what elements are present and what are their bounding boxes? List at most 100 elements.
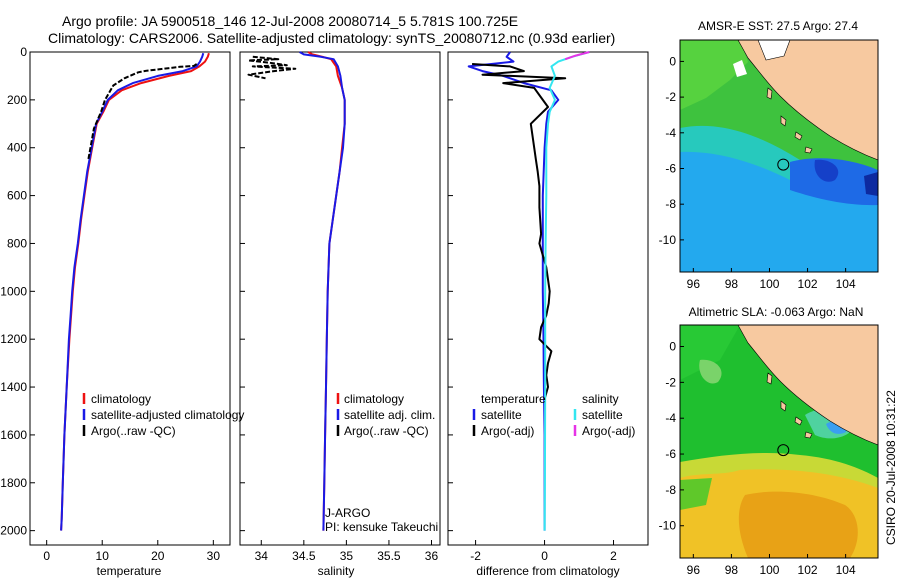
y-tick-label: 1200: [0, 332, 27, 346]
y-tick-label: 1400: [0, 380, 27, 394]
sla-light-patch: [699, 359, 722, 384]
sla-map-frame: [679, 324, 879, 559]
figure-title-line2: Climatology: CARS2006. Satellite-adjuste…: [48, 30, 615, 46]
sst-sumatra-land: [737, 40, 878, 161]
map-y-tick-label: -6: [665, 447, 676, 461]
map-y-tick-label: -8: [665, 483, 676, 497]
x-tick-label: 35: [340, 549, 354, 563]
sst-map: [680, 40, 878, 272]
x-tick-label: 34.5: [292, 549, 316, 563]
series-line-satellite-adjusted-climatology: [60, 52, 205, 531]
sla-green-pocket: [680, 478, 712, 510]
map-x-tick-label: 98: [725, 563, 739, 577]
x-tick-label: 36: [425, 549, 439, 563]
y-tick-label: 400: [7, 141, 27, 155]
sla-map-axes: 96 98 100 102 104 0 -2 -4 -6 -8 -10: [659, 340, 856, 577]
sla-map-title: Altimetric SLA: -0.063 Argo: NaN: [689, 305, 864, 319]
map-y-tick-label: -8: [665, 197, 676, 211]
sst-blue-region: [680, 151, 878, 272]
sst-map-axes: 96 98 100 102 104 0 -2 -4 -6 -8 -10: [659, 54, 856, 291]
y-tick-label: 800: [7, 236, 27, 250]
sla-argo-marker: [777, 444, 790, 457]
x-tick-label: 30: [207, 549, 221, 563]
sst-coldest-cell: [864, 172, 878, 196]
series-line-climatology: [60, 52, 210, 531]
map-y-tick-label: -4: [665, 126, 676, 140]
sla-north-green: [680, 325, 740, 380]
difference-xlabel: difference from climatology: [476, 564, 619, 578]
x-tick-label: -2: [470, 549, 481, 563]
credit-stamp: CSIRO 20-Jul-2008 10:31:22: [884, 390, 898, 545]
salinity-chart: 34 34.5 35 35.5 36: [240, 51, 439, 563]
map-x-tick-label: 100: [759, 563, 779, 577]
sst-cold-spot: [814, 159, 839, 182]
map-x-tick-label: 96: [687, 563, 701, 577]
map-y-tick-label: -6: [665, 161, 676, 175]
map-x-tick-label: 102: [798, 277, 818, 291]
sla-islands: [766, 372, 813, 439]
map-y-tick-label: -2: [665, 375, 676, 389]
series-line-argo-raw-qc-: [247, 55, 297, 80]
temperature-panel-frame: [29, 51, 231, 546]
temperature-xlabel: temperature: [97, 564, 162, 578]
map-y-tick-label: 0: [669, 340, 676, 354]
sla-sumatra-land: [737, 325, 878, 446]
x-tick-label: 0: [541, 549, 548, 563]
sst-cold-core: [790, 158, 878, 206]
salinity-legend: climatology satellite adj. clim. Argo(..…: [336, 392, 435, 438]
legend-label-climatology: climatology: [91, 392, 151, 406]
map-y-tick-label: -10: [659, 519, 677, 533]
map-x-tick-label: 102: [798, 563, 818, 577]
legend-label-sal-argo: Argo(-adj): [582, 424, 635, 438]
map-x-tick-label: 104: [836, 563, 856, 577]
difference-panel-frame: [447, 51, 649, 546]
map-x-tick-label: 100: [759, 277, 779, 291]
map-y-tick-label: -2: [665, 90, 676, 104]
temperature-legend: climatology satellite-adjusted climatolo…: [82, 392, 244, 438]
x-tick-label: 34: [255, 549, 269, 563]
sst-map-frame: [679, 39, 879, 273]
x-tick-label: 2: [610, 549, 617, 563]
legend-label-sal-satellite: satellite: [582, 408, 623, 422]
y-tick-label: 2000: [0, 524, 27, 538]
program-note: J-ARGO: [325, 506, 370, 520]
difference-legend: temperature satellite Argo(-adj) salinit…: [472, 392, 635, 438]
sst-missing-island: [733, 60, 747, 77]
y-tick-label: 0: [20, 45, 27, 59]
y-tick-label: 1800: [0, 476, 27, 490]
sla-high-core: [738, 491, 858, 558]
y-tick-label: 200: [7, 93, 27, 107]
sla-map: [680, 325, 878, 558]
series-line-satellite-adj-clim-: [299, 51, 346, 531]
sst-warm-northwest: [680, 40, 748, 110]
map-y-tick-label: -10: [659, 233, 677, 247]
sst-islands: [766, 87, 813, 154]
figure-title-line1: Argo profile: JA 5900518_146 12-Jul-2008…: [62, 13, 518, 29]
legend-label-satellite: satellite adj. clim.: [344, 408, 435, 422]
difference-chart: -2 0 2: [448, 51, 617, 563]
pi-note: PI: kensuke Takeuchi: [325, 520, 438, 534]
map-y-tick-label: 0: [669, 54, 676, 68]
salinity-panel-frame: [239, 51, 441, 546]
legend-label-temp-satellite: satellite: [481, 408, 522, 422]
salinity-xlabel: salinity: [318, 564, 355, 578]
sst-argo-marker: [777, 158, 790, 171]
series-line-temperature-satellite: [467, 51, 560, 531]
map-y-tick-label: -4: [665, 411, 676, 425]
y-tick-label: 1600: [0, 428, 27, 442]
legend-label-argo: Argo(..raw -QC): [91, 424, 176, 438]
map-x-tick-label: 98: [725, 277, 739, 291]
temperature-chart: 0 10 20 30 0 200 400 600 800 1000 1200 1400 1600 1800…: [0, 45, 220, 563]
series-line-climatology: [307, 51, 346, 531]
y-tick-label: 600: [7, 189, 27, 203]
map-x-tick-label: 96: [687, 277, 701, 291]
series-line-salinity-satellite: [543, 51, 590, 531]
x-tick-label: 20: [151, 549, 165, 563]
sst-map-title: AMSR-E SST: 27.5 Argo: 27.4: [698, 19, 858, 33]
y-tick-label: 1000: [0, 284, 27, 298]
series-line-temperature-argo-adj-: [472, 63, 567, 400]
legend-group-temperature: temperature: [481, 392, 546, 406]
x-tick-label: 0: [43, 549, 50, 563]
x-tick-label: 10: [96, 549, 110, 563]
